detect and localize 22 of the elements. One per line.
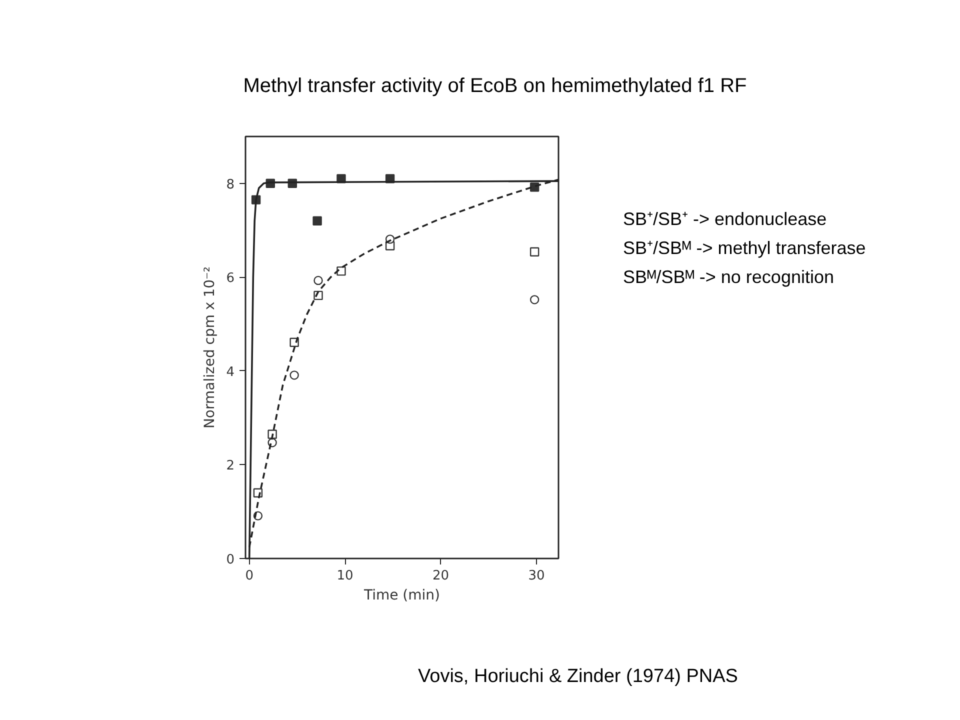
y-tick-label: 8 bbox=[226, 177, 235, 192]
y-tick-label: 0 bbox=[226, 552, 235, 568]
x-tick-label: 0 bbox=[245, 568, 254, 584]
y-tick-label: 2 bbox=[226, 458, 235, 474]
point bbox=[336, 266, 346, 276]
x-axis-title: Time (min) bbox=[362, 588, 440, 604]
text: SB⁺/SB⁺ -> endonuclease bbox=[623, 209, 827, 229]
y-tick-label: 4 bbox=[226, 364, 235, 380]
text: Vovis, Horiuchi & Zinder (1974) PNAS bbox=[418, 665, 738, 689]
x-tick-label: 20 bbox=[432, 568, 450, 584]
point bbox=[530, 295, 540, 304]
point bbox=[290, 370, 299, 380]
y-tick-label: 6 bbox=[226, 271, 235, 286]
y-axis-title: Normalized cpm x 10⁻² bbox=[202, 266, 218, 429]
point bbox=[312, 216, 322, 226]
x-tick-label: 10 bbox=[336, 568, 354, 584]
text: SB⁺/SBᴹ -> methyl transferase bbox=[623, 238, 866, 258]
point bbox=[530, 247, 540, 256]
point bbox=[314, 276, 323, 286]
chart-title: Methyl transfer activity of EcoB on hemimethylated f1 RF bbox=[243, 74, 747, 99]
x-tick-label: 30 bbox=[528, 568, 545, 584]
text: SBᴹ/SBᴹ -> no recognition bbox=[623, 267, 834, 287]
